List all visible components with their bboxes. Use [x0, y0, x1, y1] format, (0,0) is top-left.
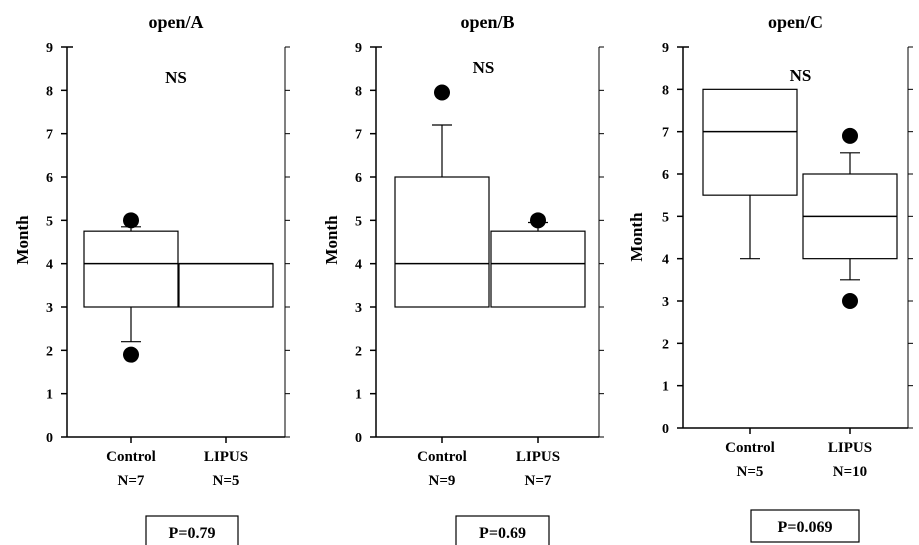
group-n-label: N=7: [525, 473, 552, 489]
y-tick-label: 0: [662, 422, 669, 437]
outlier-point: [123, 346, 139, 363]
p-value-box: [145, 515, 239, 545]
box: [490, 230, 586, 308]
y-tick-label: 8: [46, 84, 53, 99]
y-tick-label: 7: [46, 128, 53, 143]
box: [394, 176, 490, 308]
group-n-label: N=5: [213, 473, 240, 489]
significance-label: NS: [165, 68, 187, 87]
p-value-box: [750, 509, 860, 543]
box: [178, 263, 274, 308]
p-value-label: P=0.79: [169, 525, 216, 542]
significance-label: NS: [473, 58, 495, 77]
outlier-point: [123, 212, 139, 229]
y-tick-label: 2: [46, 344, 53, 359]
group-label: Control: [106, 449, 156, 465]
y-tick-label: 3: [46, 301, 53, 316]
outlier-point: [434, 84, 450, 101]
group-label: LIPUS: [516, 449, 560, 465]
y-tick-label: 0: [46, 431, 53, 446]
y-tick-label: 8: [355, 84, 362, 99]
y-tick-label: 5: [46, 214, 53, 229]
y-tick-label: 4: [46, 258, 53, 273]
chart-title: open/B: [460, 12, 514, 32]
y-tick-label: 4: [662, 253, 669, 268]
y-tick-label: 8: [662, 83, 669, 98]
y-tick-label: 1: [46, 388, 53, 403]
y-axis-label: Month: [13, 215, 32, 265]
y-tick-label: 2: [662, 337, 669, 352]
chart-title: open/A: [148, 12, 203, 32]
y-tick-label: 6: [662, 168, 669, 183]
group-n-label: N=10: [833, 464, 867, 480]
y-axis-label: Month: [322, 215, 341, 265]
significance-label: NS: [790, 66, 812, 85]
y-tick-label: 5: [662, 210, 669, 225]
y-tick-label: 9: [355, 41, 362, 56]
chart-title: open/C: [768, 12, 823, 32]
y-tick-label: 6: [355, 171, 362, 186]
group-label: Control: [417, 449, 467, 465]
outlier-point: [530, 212, 546, 229]
y-tick-label: 3: [662, 295, 669, 310]
group-label: Control: [725, 440, 775, 456]
group-label: LIPUS: [204, 449, 248, 465]
y-tick-label: 4: [355, 258, 362, 273]
group-n-label: N=7: [118, 473, 145, 489]
p-value-box: [455, 515, 550, 545]
group-n-label: N=5: [737, 464, 764, 480]
y-axis-label: Month: [627, 212, 646, 262]
y-tick-label: 5: [355, 214, 362, 229]
box: [83, 230, 179, 308]
y-tick-label: 1: [662, 380, 669, 395]
y-tick-label: 7: [662, 126, 669, 141]
box: [702, 88, 798, 196]
y-tick-label: 9: [662, 41, 669, 56]
y-tick-label: 6: [46, 171, 53, 186]
group-n-label: N=9: [429, 473, 456, 489]
y-tick-label: 2: [355, 344, 362, 359]
y-tick-label: 7: [355, 128, 362, 143]
p-value-label: P=0.69: [479, 525, 526, 542]
outlier-point: [842, 293, 858, 309]
y-tick-label: 1: [355, 388, 362, 403]
p-value-label: P=0.069: [778, 519, 833, 536]
y-tick-label: 0: [355, 431, 362, 446]
outlier-point: [842, 127, 858, 144]
y-tick-label: 9: [46, 41, 53, 56]
group-label: LIPUS: [828, 440, 872, 456]
y-tick-label: 3: [355, 301, 362, 316]
